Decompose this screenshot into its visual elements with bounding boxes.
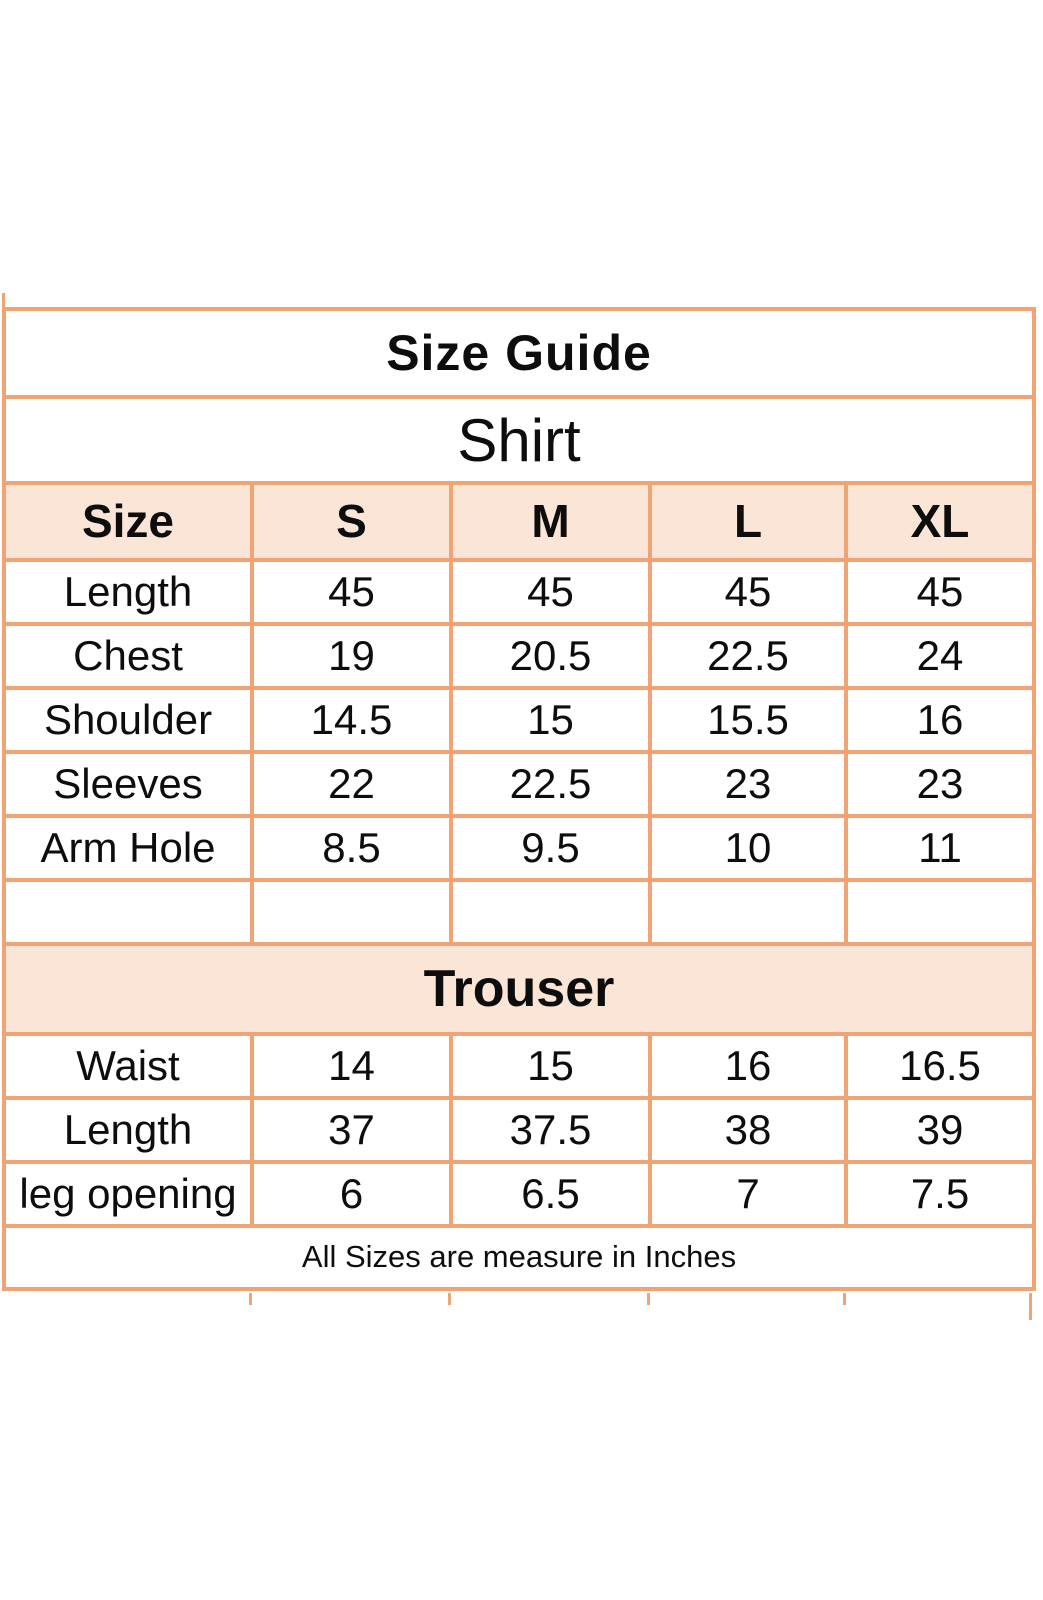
crop-border-remnant [2, 293, 5, 307]
cell-value: 37 [250, 1096, 453, 1164]
cell-value: 37.5 [449, 1096, 652, 1164]
page-title: Size Guide [1, 307, 1037, 399]
cell-value: 14 [250, 1032, 453, 1100]
trouser-row-length: Length 37 37.5 38 39 [2, 1096, 1037, 1164]
crop-border-remnant [1029, 1293, 1032, 1320]
cell-value: 6.5 [449, 1160, 652, 1228]
crop-border-remnant [843, 1293, 846, 1305]
row-label: leg opening [2, 1160, 254, 1228]
cell-value: 16 [648, 1032, 848, 1100]
cell-value: 11 [843, 814, 1037, 882]
shirt-row-chest: Chest 19 20.5 22.5 24 [2, 622, 1037, 690]
title-row: Size Guide [1, 307, 1037, 399]
cell-value: 9.5 [449, 814, 652, 882]
shirt-row-length: Length 45 45 45 45 [2, 558, 1037, 626]
cell-value: 10 [648, 814, 848, 882]
size-guide-table: Size Guide Shirt Size S M L XL Length 45… [1, 307, 1037, 1291]
cell-value: 38 [648, 1096, 848, 1164]
cell-value: 19 [250, 622, 453, 690]
cell-value: 14.5 [250, 686, 453, 754]
empty-cell [449, 878, 652, 946]
cell-value: 22.5 [449, 750, 652, 818]
cell-value: 16.5 [843, 1032, 1037, 1100]
cell-value: 7 [648, 1160, 848, 1228]
trouser-row-leg-opening: leg opening 6 6.5 7 7.5 [2, 1160, 1037, 1228]
header-col-l: L [648, 481, 848, 562]
cell-value: 6 [250, 1160, 453, 1228]
shirt-header-row: Size S M L XL [2, 481, 1037, 562]
cell-value: 39 [843, 1096, 1037, 1164]
cell-value: 45 [449, 558, 652, 626]
empty-cell [250, 878, 453, 946]
row-label: Chest [2, 622, 254, 690]
row-label: Shoulder [2, 686, 254, 754]
cell-value: 45 [843, 558, 1037, 626]
cell-value: 23 [843, 750, 1037, 818]
cell-value: 24 [843, 622, 1037, 690]
footer-row: All Sizes are measure in Inches [1, 1224, 1037, 1291]
header-col-m: M [449, 481, 652, 562]
row-label: Length [2, 558, 254, 626]
trouser-row-waist: Waist 14 15 16 16.5 [2, 1032, 1037, 1100]
cell-value: 15 [449, 1032, 652, 1100]
crop-border-remnant [448, 1293, 451, 1305]
cell-value: 15 [449, 686, 652, 754]
row-label: Waist [2, 1032, 254, 1100]
cell-value: 7.5 [843, 1160, 1037, 1228]
trouser-section-title: Trouser [1, 942, 1037, 1036]
empty-cell [2, 878, 254, 946]
row-label: Arm Hole [2, 814, 254, 882]
units-note: All Sizes are measure in Inches [1, 1224, 1037, 1291]
shirt-section-title: Shirt [1, 395, 1037, 485]
cell-value: 20.5 [449, 622, 652, 690]
cell-value: 22 [250, 750, 453, 818]
cell-value: 23 [648, 750, 848, 818]
shirt-row-empty [2, 878, 1037, 946]
crop-border-remnant [647, 1293, 650, 1305]
row-label: Length [2, 1096, 254, 1164]
cell-value: 8.5 [250, 814, 453, 882]
cell-value: 16 [843, 686, 1037, 754]
cell-value: 45 [648, 558, 848, 626]
shirt-row-shoulder: Shoulder 14.5 15 15.5 16 [2, 686, 1037, 754]
shirt-row-armhole: Arm Hole 8.5 9.5 10 11 [2, 814, 1037, 882]
cell-value: 45 [250, 558, 453, 626]
shirt-row-sleeves: Sleeves 22 22.5 23 23 [2, 750, 1037, 818]
empty-cell [648, 878, 848, 946]
cell-value: 22.5 [648, 622, 848, 690]
cell-value: 15.5 [648, 686, 848, 754]
empty-cell [843, 878, 1037, 946]
trouser-title-row: Trouser [1, 942, 1037, 1036]
header-col-xl: XL [843, 481, 1037, 562]
crop-border-remnant [249, 1293, 252, 1305]
size-guide-panel: Size Guide Shirt Size S M L XL Length 45… [1, 293, 1037, 1320]
header-size-label: Size [2, 481, 254, 562]
shirt-title-row: Shirt [1, 395, 1037, 485]
header-col-s: S [250, 481, 453, 562]
row-label: Sleeves [2, 750, 254, 818]
